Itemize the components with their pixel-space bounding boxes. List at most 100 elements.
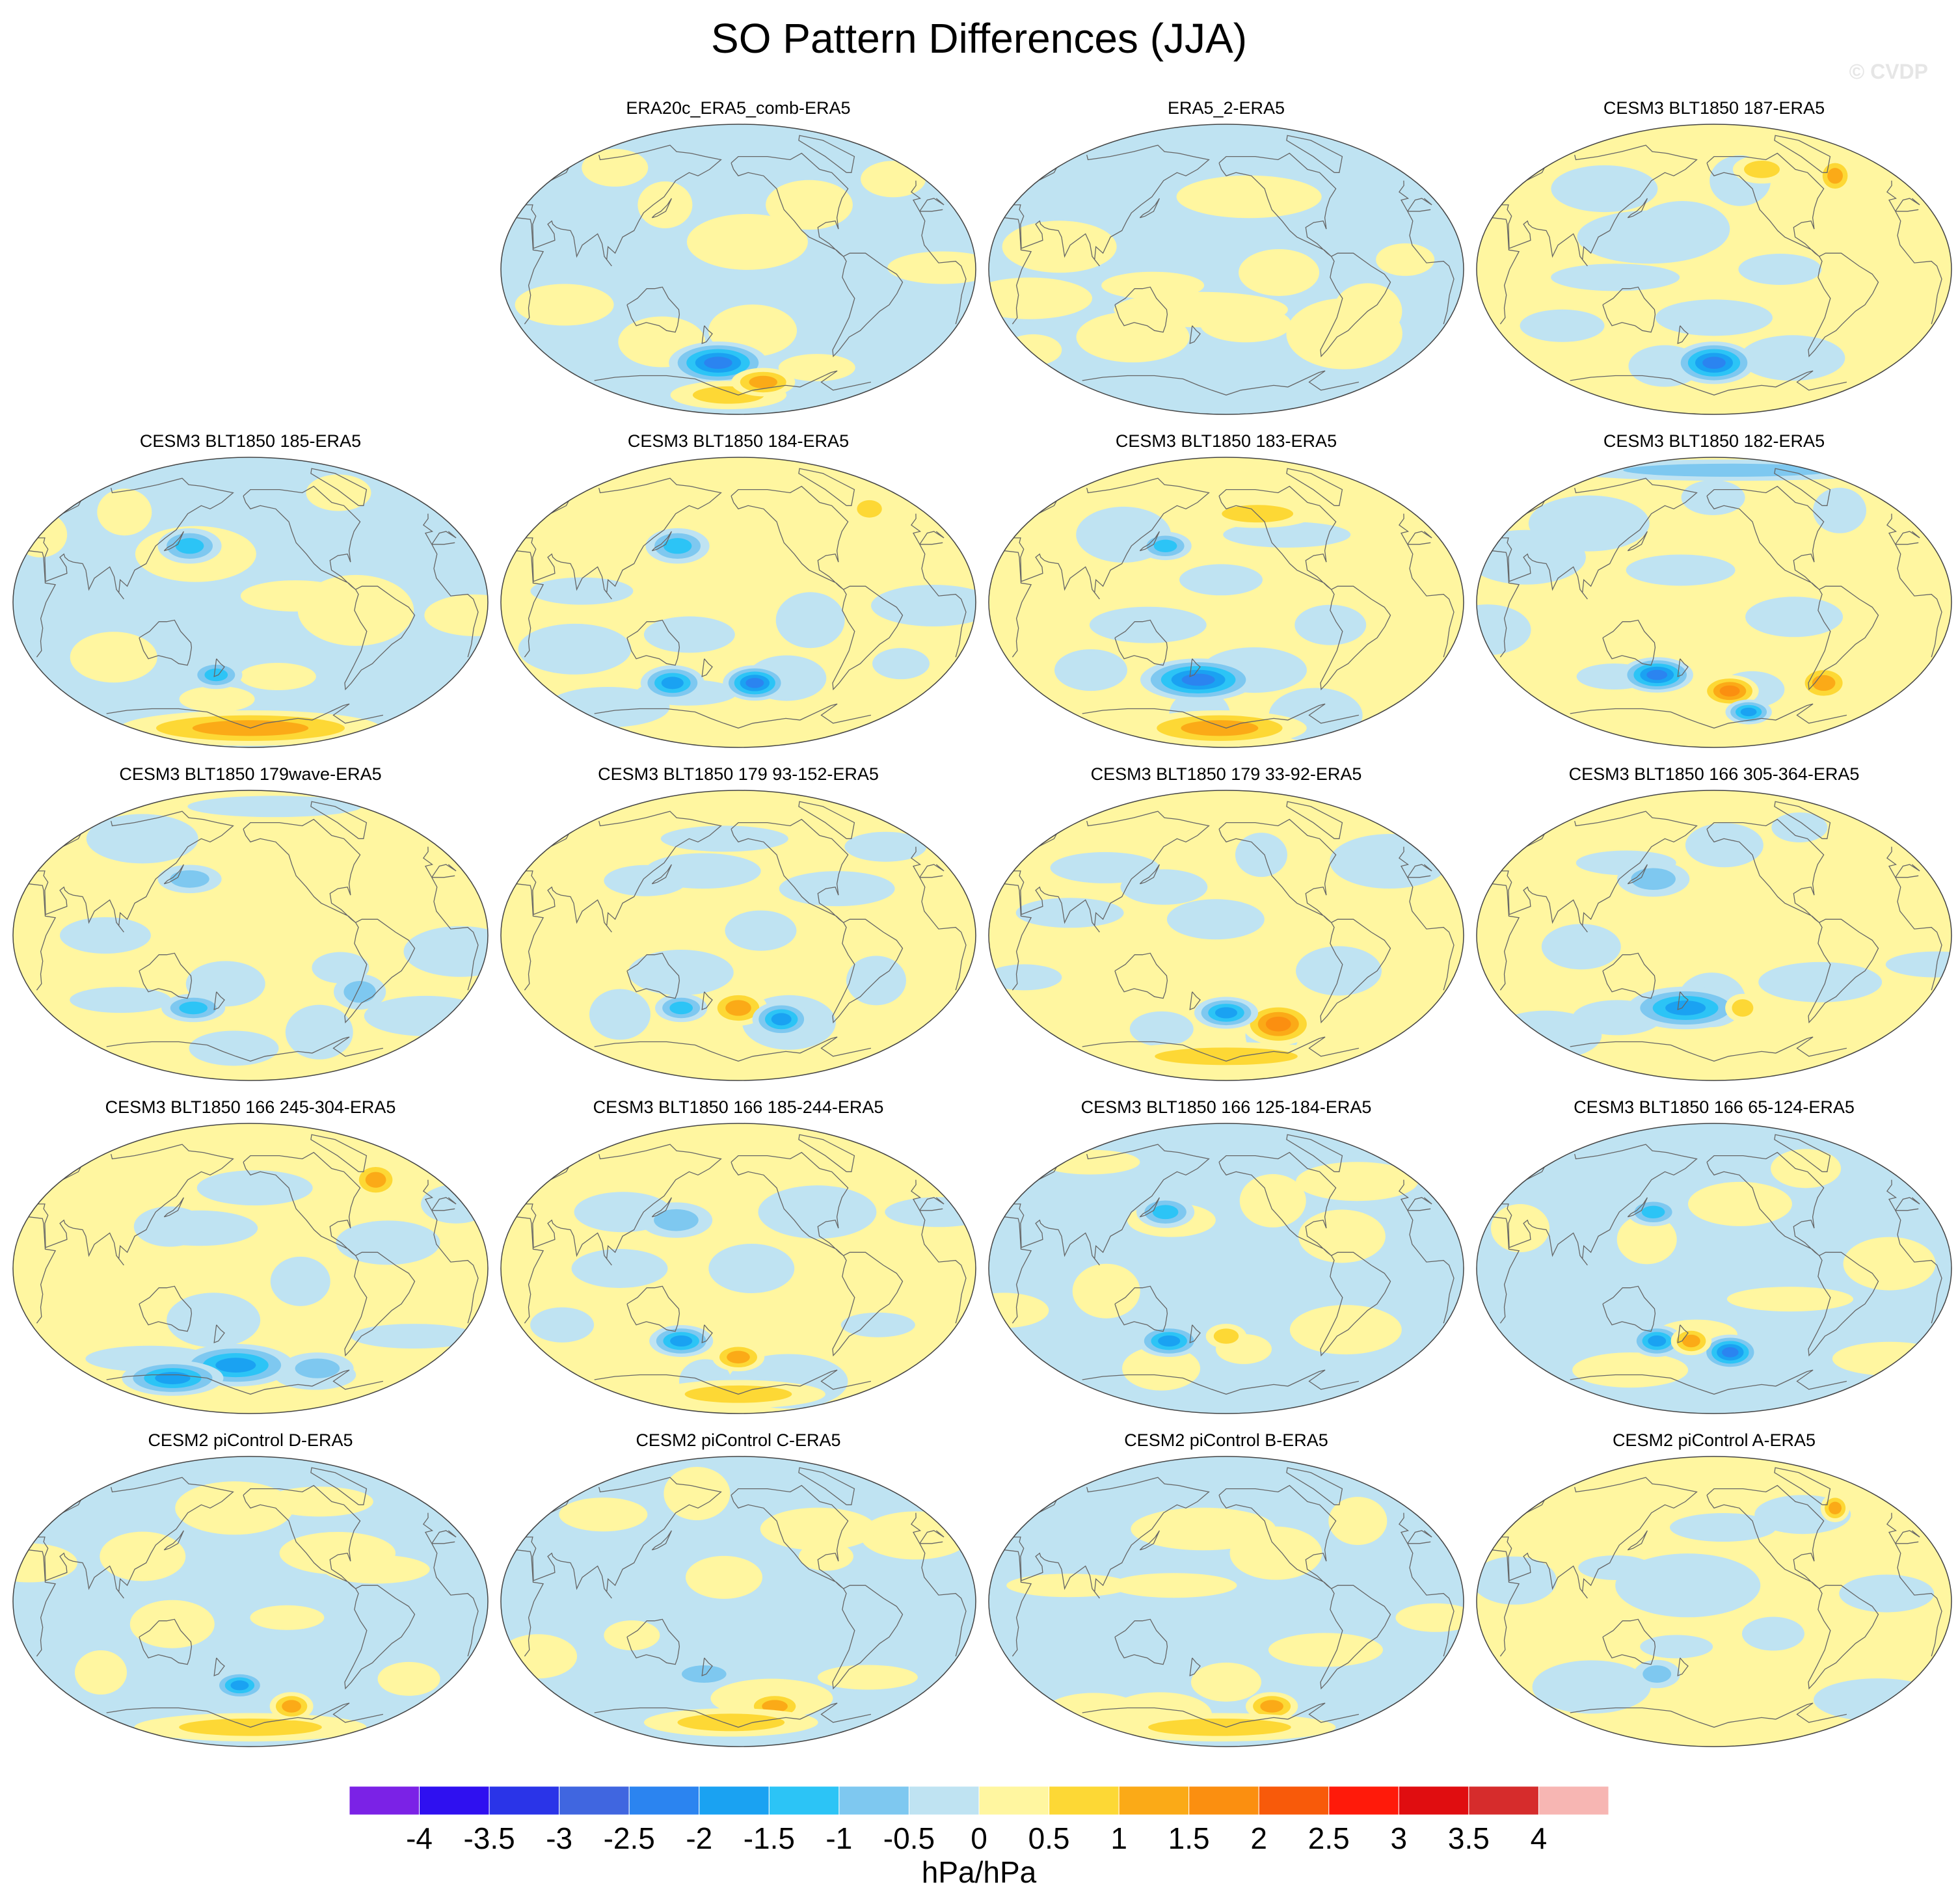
field-patch xyxy=(1551,165,1658,213)
coastline xyxy=(832,1585,904,1690)
coastline xyxy=(1501,477,1920,600)
map-panel: CESM2 piControl D-ERA5 xyxy=(10,1428,491,1757)
world-map xyxy=(1476,457,1952,748)
coastline xyxy=(1808,1585,1879,1690)
world-map xyxy=(988,457,1464,748)
contour-band xyxy=(1641,1205,1665,1218)
colorbar-box xyxy=(1049,1786,1120,1816)
panel-title: CESM3 BLT1850 166 185-244-ERA5 xyxy=(593,1097,884,1117)
field-patch xyxy=(628,949,734,995)
field-patch xyxy=(1002,221,1117,273)
coastline xyxy=(626,1618,680,1665)
contour-band xyxy=(663,538,692,554)
coastline xyxy=(310,1467,368,1505)
contour-band xyxy=(279,1531,396,1575)
panel-title: CESM3 BLT1850 182-ERA5 xyxy=(1603,431,1825,451)
coastline xyxy=(1774,801,1831,839)
coastline xyxy=(28,1541,479,1657)
field-patch xyxy=(1296,946,1382,996)
contour-band xyxy=(179,1001,208,1015)
field-patch xyxy=(604,1620,660,1651)
coastline xyxy=(651,1197,672,1218)
field-patch xyxy=(686,1555,763,1599)
colorbar-box xyxy=(489,1786,560,1816)
field-patch xyxy=(100,1531,186,1581)
map-border xyxy=(988,124,1464,415)
map-panel: CESM3 BLT1850 166 305-364-ERA5 xyxy=(1473,762,1955,1091)
world-map xyxy=(1476,790,1952,1081)
field-patch xyxy=(708,1244,795,1293)
coastline xyxy=(1218,485,1337,590)
map-border xyxy=(12,1123,489,1414)
field-patch xyxy=(1006,1574,1132,1598)
coastline xyxy=(1013,811,1432,933)
coastline xyxy=(731,152,849,257)
map-border xyxy=(1476,457,1952,748)
field-patch xyxy=(1239,1173,1306,1227)
coastline xyxy=(594,1369,872,1395)
coastline xyxy=(1114,1618,1168,1665)
field-patch xyxy=(1726,1287,1853,1312)
colorbar-box xyxy=(1538,1786,1609,1816)
field-patch xyxy=(887,251,976,284)
coastline xyxy=(344,1585,416,1690)
contour-band xyxy=(1213,1328,1239,1344)
coastline xyxy=(310,801,368,839)
map-panel: CESM3 BLT1850 184-ERA5 xyxy=(498,429,979,758)
world-map xyxy=(1476,1456,1952,1747)
contour-band xyxy=(297,574,414,646)
contour-band xyxy=(677,1713,785,1732)
coastline xyxy=(163,1197,184,1218)
field-patch xyxy=(270,1256,330,1306)
map-panel: CESM3 BLT1850 179 33-92-ERA5 xyxy=(986,762,1467,1091)
coastline xyxy=(243,485,361,590)
world-map xyxy=(500,124,976,415)
contour-band xyxy=(215,1358,256,1373)
coastline xyxy=(701,1324,713,1343)
field-patch xyxy=(364,995,488,1036)
contour-band xyxy=(1120,869,1208,905)
field-patch xyxy=(1129,1011,1194,1047)
coastline xyxy=(1774,135,1831,173)
coastline xyxy=(1189,325,1201,344)
panel-title: CESM3 BLT1850 166 65-124-ERA5 xyxy=(1574,1097,1855,1117)
world-map xyxy=(12,790,489,1081)
coastline xyxy=(526,477,945,600)
coastline xyxy=(1677,991,1689,1010)
coastline xyxy=(163,531,184,552)
colorbar-box xyxy=(1398,1786,1469,1816)
field-patch xyxy=(530,577,634,605)
colorbar-tick-label: -2.5 xyxy=(603,1821,655,1855)
field-patch xyxy=(515,284,614,326)
colorbar-box xyxy=(838,1786,909,1816)
panel-title: CESM2 piControl C-ERA5 xyxy=(636,1430,841,1450)
coastline xyxy=(1808,918,1879,1024)
coastline xyxy=(651,864,672,885)
coastline xyxy=(1004,542,1455,658)
world-map xyxy=(500,457,976,748)
contour-band xyxy=(230,1680,249,1691)
coastline xyxy=(1218,152,1337,257)
contour-band xyxy=(365,1172,386,1188)
field-patch xyxy=(167,1293,261,1348)
contour-band xyxy=(1222,505,1294,523)
contour-band xyxy=(1152,1205,1179,1220)
field-patch xyxy=(779,871,895,907)
coastline xyxy=(344,918,416,1024)
coastline xyxy=(1082,1036,1360,1062)
coastline xyxy=(701,1657,713,1676)
coastline xyxy=(1320,585,1391,691)
coastline xyxy=(731,1151,849,1256)
coastline xyxy=(243,1151,361,1256)
field-patch xyxy=(872,648,930,680)
colorbar-tick-label: 0.5 xyxy=(1028,1821,1070,1855)
field-patch xyxy=(1839,1574,1935,1613)
field-patch xyxy=(424,594,488,636)
panel-title: CESM3 BLT1850 187-ERA5 xyxy=(1603,98,1825,118)
coastline xyxy=(1501,811,1920,933)
contour-band xyxy=(1155,1047,1298,1066)
coastline xyxy=(516,1541,967,1657)
map-border xyxy=(1476,1123,1952,1414)
coastline xyxy=(1808,1252,1879,1357)
coastline xyxy=(1114,952,1168,999)
